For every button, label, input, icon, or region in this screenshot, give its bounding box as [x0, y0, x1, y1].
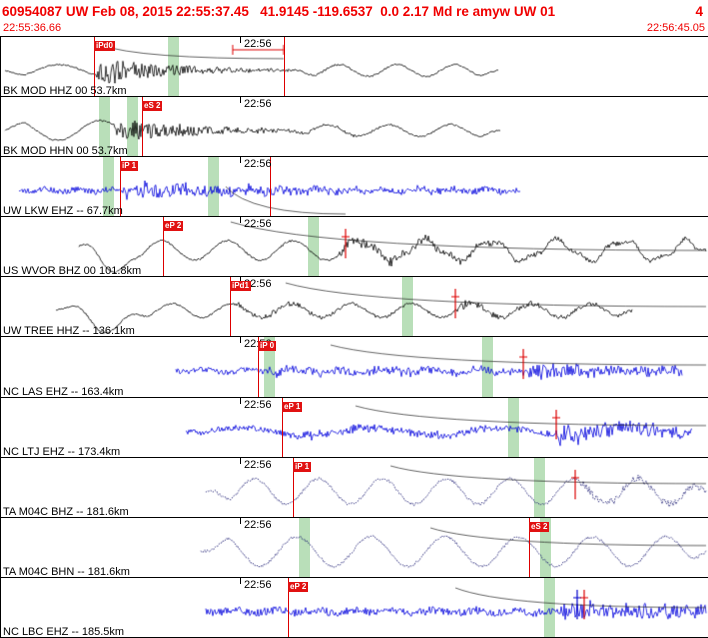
time-grid-tick [240, 517, 241, 524]
seismogram-trace[interactable] [1, 217, 708, 277]
time-grid-tick [240, 277, 241, 284]
trace-panel: eP 2 22:56 NC LBC EHZ -- 185.5km [1, 576, 708, 637]
station-label: US WVOR BHZ 00 101.8km [3, 265, 142, 277]
seismogram-trace[interactable] [1, 397, 708, 457]
pick-flag[interactable]: iP 1 [293, 461, 312, 472]
time-grid-label: 22:56 [244, 518, 272, 531]
time-grid-tick [240, 37, 241, 43]
pick-line[interactable] [288, 577, 289, 637]
pick-line[interactable] [293, 457, 294, 517]
seismogram-trace[interactable] [1, 457, 708, 517]
station-label: UW TREE HHZ -- 136.1km [3, 325, 135, 337]
seismogram-trace[interactable] [1, 577, 708, 637]
time-grid-tick [240, 97, 241, 104]
trace-panel: iP 1 22:56 TA M04C BHZ -- 181.6km [1, 456, 708, 517]
event-header: 60954087 UW Feb 08, 2015 22:55:37.45 41.… [0, 0, 708, 22]
pick-flag[interactable]: iPd0 [94, 41, 115, 51]
pick-line[interactable] [142, 97, 143, 157]
time-grid-label: 22:56 [244, 98, 272, 111]
seismogram-trace[interactable] [1, 277, 708, 337]
seismogram-trace[interactable] [1, 37, 708, 97]
window-end-time: 22:56:45.05 [646, 22, 705, 34]
time-grid-tick [240, 337, 241, 344]
pick-flag[interactable]: eS 2 [142, 101, 163, 112]
pick-line[interactable] [230, 277, 231, 337]
time-grid-label: 22:56 [244, 38, 272, 50]
time-grid-tick [240, 157, 241, 164]
time-grid-tick [240, 577, 241, 584]
window-start-time: 22:55:36.66 [3, 22, 62, 34]
pick-line[interactable] [258, 337, 259, 397]
pick-line[interactable] [529, 517, 530, 577]
phase-marker-line[interactable] [284, 37, 285, 97]
trace-panel: iPd0 22:56 BK MOD HHZ 00 53.7km [1, 36, 708, 97]
station-label: TA M04C BHZ -- 181.6km [3, 505, 129, 517]
trace-panel: eS 2 22:56 BK MOD HHN 00 53.7km [1, 96, 708, 157]
time-grid-tick [240, 397, 241, 404]
pick-flag[interactable]: eP 1 [282, 401, 303, 412]
time-grid-label: 22:56 [244, 398, 272, 411]
seismogram-trace[interactable] [1, 517, 708, 577]
trace-panel: eP 1 22:56 NC LTJ EHZ -- 173.4km [1, 396, 708, 457]
time-grid-label: 22:56 [244, 218, 272, 231]
station-label: NC LAS EHZ -- 163.4km [3, 385, 124, 397]
station-label: NC LTJ EHZ -- 173.4km [3, 445, 121, 457]
time-window-row: 22:55:36.66 22:56:45.05 [0, 22, 708, 36]
pick-line[interactable] [282, 397, 283, 457]
pick-flag[interactable]: eS 2 [529, 521, 550, 532]
seismogram-trace[interactable] [1, 337, 708, 397]
trace-panel-stack: iPd0 22:56 BK MOD HHZ 00 53.7km eS 2 22:56 BK… [0, 36, 708, 638]
station-label: BK MOD HHZ 00 53.7km [3, 85, 127, 97]
pick-flag[interactable]: eP 2 [163, 221, 184, 232]
pick-flag[interactable]: iP 0 [258, 341, 277, 352]
time-grid-tick [240, 457, 241, 464]
pick-flag[interactable]: eP 2 [288, 581, 309, 592]
time-grid-label: 22:56 [244, 578, 272, 591]
trace-panel: eP 2 22:56 US WVOR BHZ 00 101.8km [1, 216, 708, 277]
trace-panel: iP 1 22:56 UW LKW EHZ -- 67.7km [1, 156, 708, 217]
pick-line[interactable] [94, 37, 95, 97]
station-label: TA M04C BHN -- 181.6km [3, 565, 130, 577]
time-grid-label: 22:56 [244, 158, 272, 171]
trace-panel: iPd1 22:56 UW TREE HHZ -- 136.1km [1, 276, 708, 337]
station-label: BK MOD HHN 00 53.7km [3, 145, 128, 157]
seismogram-trace[interactable] [1, 157, 708, 217]
time-grid-tick [240, 217, 241, 224]
event-summary: 60954087 UW Feb 08, 2015 22:55:37.45 41.… [2, 4, 556, 19]
station-label: NC LBC EHZ -- 185.5km [3, 625, 125, 637]
phase-marker-line[interactable] [270, 157, 271, 217]
pick-line[interactable] [120, 157, 121, 217]
pick-flag[interactable]: iPd1 [230, 281, 251, 292]
seismogram-trace[interactable] [1, 97, 708, 157]
event-version: 4 [695, 4, 703, 19]
pick-flag[interactable]: iP 1 [120, 161, 139, 172]
trace-panel: eS 2 22:56 TA M04C BHN -- 181.6km [1, 516, 708, 577]
pick-line[interactable] [163, 217, 164, 277]
time-grid-label: 22:56 [244, 458, 272, 471]
station-label: UW LKW EHZ -- 67.7km [3, 205, 123, 217]
